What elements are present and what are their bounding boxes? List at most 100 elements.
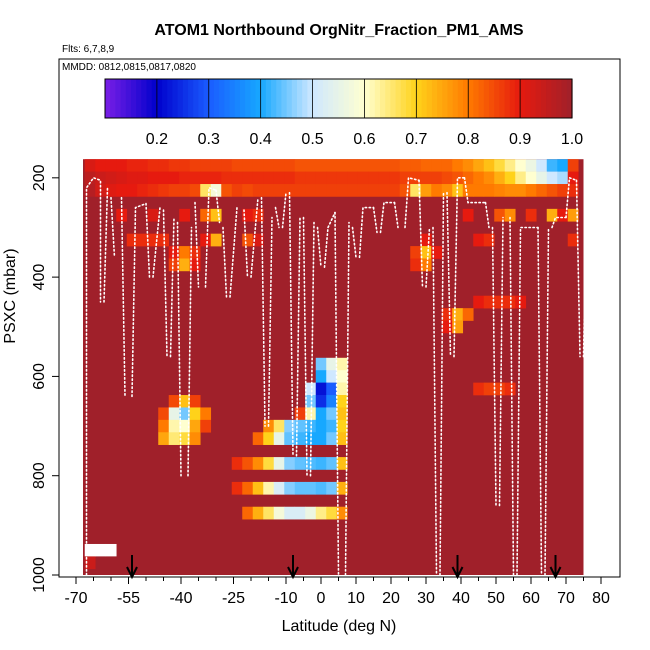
colorbar-swatch [551, 79, 558, 118]
heatmap-cell [336, 481, 348, 495]
flight-track [446, 191, 452, 358]
colorbar-swatch [182, 79, 189, 118]
heatmap-cell [431, 184, 443, 197]
heatmap-cell [420, 258, 432, 272]
flight-track [274, 206, 280, 229]
heatmap-cell [189, 419, 201, 433]
heatmap-cell [399, 171, 411, 185]
flight-track [551, 216, 567, 229]
heatmap-cell [567, 184, 579, 197]
heatmap-cell [158, 407, 170, 421]
heatmap-cell [189, 184, 201, 197]
heatmap-cell [483, 295, 495, 309]
heatmap-cell [273, 184, 285, 197]
colorbar-swatch [520, 79, 526, 118]
flights-subtitle: Flts: 6,7,8,9 [62, 44, 115, 55]
heatmap-cell [179, 432, 191, 445]
heatmap-cell [336, 357, 348, 371]
heatmap-cell [305, 407, 317, 421]
flight-track [187, 226, 193, 477]
colorbar-swatch [317, 79, 324, 118]
flight-track [103, 187, 109, 303]
heatmap-cell [158, 171, 170, 185]
heatmap-cell [326, 395, 338, 408]
heatmap-cell [557, 208, 569, 222]
heatmap-cell [315, 432, 327, 445]
x-tick-label: 30 [417, 590, 435, 607]
colorbar-swatch [535, 79, 542, 118]
heatmap-cell [473, 382, 485, 396]
heatmap-cell [231, 159, 243, 172]
colorbar-swatch [374, 79, 381, 118]
heatmap-cell [273, 432, 285, 445]
heatmap-cell [462, 208, 474, 222]
heatmap-cell [305, 395, 317, 408]
heatmap-cell [315, 382, 327, 396]
heatmap-cell [473, 295, 485, 309]
flight-track [281, 191, 287, 229]
heatmap-cell [294, 432, 306, 445]
heatmap-cell [84, 556, 96, 570]
heatmap-cell [200, 184, 212, 197]
heatmap-cell [189, 246, 201, 259]
heatmap-cell [515, 184, 527, 197]
colorbar-swatch [509, 79, 516, 118]
heatmap-cell [242, 233, 254, 247]
colorbar-swatch [478, 79, 485, 118]
heatmap-cell [525, 171, 537, 185]
heatmap-cell [336, 432, 348, 445]
heatmap-cell [441, 320, 453, 334]
x-tick-label: -70 [64, 590, 87, 607]
flight-track [288, 191, 294, 457]
heatmap-cell [200, 171, 212, 185]
colorbar-swatch [488, 79, 495, 118]
heatmap-cell [494, 382, 506, 396]
arrow-head [126, 566, 138, 580]
heatmap-cell [116, 171, 128, 185]
heatmap-cell [357, 171, 369, 185]
heatmap-cell [315, 357, 327, 371]
heatmap-cell [504, 159, 516, 172]
flight-track [85, 176, 102, 576]
arrow-marker [126, 555, 138, 580]
heatmap-cell [567, 208, 579, 222]
heatmap-cell [326, 432, 338, 445]
flight-track [204, 186, 217, 288]
heatmap-cell [284, 419, 296, 433]
colorbar-tick-label: 0.7 [405, 131, 427, 148]
flight-track [565, 176, 578, 219]
colorbar-swatch [442, 79, 449, 118]
heatmap-cell [326, 457, 338, 470]
heatmap-cell [483, 171, 495, 185]
heatmap-cell [557, 159, 569, 172]
heatmap-cell [105, 171, 117, 185]
heatmap-cell [210, 233, 222, 247]
colorbar-swatch [431, 79, 438, 118]
heatmap-cell [305, 481, 317, 495]
heatmap-cell [294, 419, 306, 433]
colorbar-swatch [468, 79, 475, 118]
heatmap-cell [179, 258, 191, 272]
colorbar-swatch [291, 79, 298, 118]
colorbar-swatch [452, 79, 459, 118]
heatmap-cell [200, 233, 212, 247]
heatmap-cell [536, 171, 548, 185]
colorbar-swatch [141, 79, 148, 118]
colorbar-swatch [380, 79, 386, 118]
heatmap-cell [263, 481, 275, 495]
colorbar-swatch [213, 79, 220, 118]
colorbar-swatch [354, 79, 360, 118]
colorbar-tick-label: 1.0 [561, 131, 583, 148]
heatmap-cell [263, 432, 275, 445]
heatmap-cell [347, 184, 359, 197]
heatmap-cell [126, 159, 138, 172]
colorbar-swatch [260, 79, 267, 118]
heatmap-cell [410, 246, 422, 259]
heatmap-cell [158, 159, 170, 172]
x-tick-label: 40 [452, 590, 470, 607]
heatmap-cell [252, 432, 264, 445]
flight-track [516, 226, 539, 576]
heatmap-cell [168, 246, 180, 259]
x-tick-label: 80 [592, 590, 610, 607]
arrow-markers [126, 555, 562, 580]
